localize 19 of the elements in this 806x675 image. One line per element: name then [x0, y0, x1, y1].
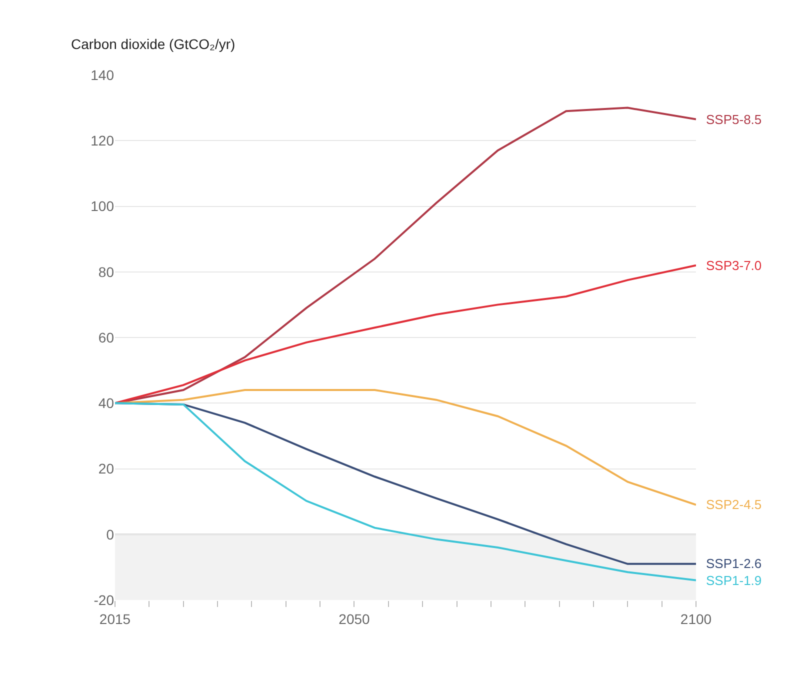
y-axis-title: Carbon dioxide (GtCO₂/yr)	[71, 36, 236, 52]
y-tick-label: 100	[90, 198, 114, 214]
series-label: SSP5-8.5	[706, 112, 762, 127]
y-tick-label: 80	[98, 264, 114, 280]
y-tick-label: 0	[106, 526, 114, 542]
y-tick-label: 40	[98, 395, 114, 412]
x-tick-label: 2050	[338, 610, 370, 627]
y-tick-label: 20	[98, 460, 114, 477]
x-tick-label: 2015	[99, 610, 131, 627]
series-label: SSP3-7.0	[706, 258, 762, 273]
series-label: SSP1-1.9	[706, 573, 762, 588]
y-tick-label: 60	[98, 329, 114, 346]
y-tick-label: 120	[90, 132, 114, 149]
line-series	[115, 264, 696, 404]
series-label: SSP2-4.5	[706, 497, 762, 512]
y-tick-label: 140	[90, 66, 114, 83]
x-tick-label: 2100	[680, 610, 712, 627]
y-tick-label: -20	[94, 592, 114, 608]
series-label: SSP1-2.6	[706, 556, 762, 571]
